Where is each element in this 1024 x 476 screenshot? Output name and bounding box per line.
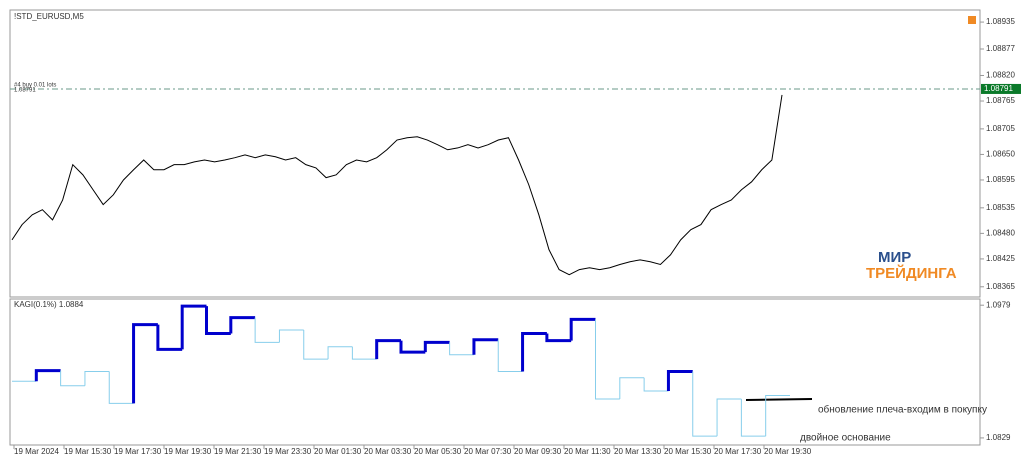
y-tick-label: 1.08935	[986, 17, 1015, 26]
kagi-step	[497, 339, 523, 373]
kagi-step	[740, 398, 766, 437]
y-tick-label: 1.08650	[986, 150, 1015, 159]
trade-icon[interactable]	[968, 16, 976, 24]
kagi-step	[254, 317, 280, 343]
y-tick-label: 1.08705	[986, 124, 1015, 133]
indicator-title: KAGI(0.1%) 1.0884	[14, 300, 84, 309]
kagi-step	[60, 370, 85, 387]
kagi-step	[34, 369, 61, 382]
y-tick-label: 1.08535	[986, 203, 1015, 212]
x-tick-label: 20 Mar 13:30	[614, 447, 662, 456]
x-tick-label: 20 Mar 17:30	[714, 447, 762, 456]
kagi-step	[375, 339, 401, 360]
kagi-step	[399, 340, 426, 354]
trend-line	[745, 398, 813, 401]
x-tick-label: 20 Mar 05:30	[414, 447, 462, 456]
kagi-step	[423, 340, 450, 353]
kagi-step	[472, 338, 499, 355]
x-tick-label: 19 Mar 15:30	[64, 447, 112, 456]
price-tag-label: 1.08791	[984, 84, 1013, 93]
y-tick-label: 1.08595	[986, 175, 1015, 184]
kagi-step	[229, 316, 256, 334]
kagi-step	[351, 346, 377, 360]
order-label: #4 buy 0.01 lots	[14, 83, 56, 89]
x-tick-label: 19 Mar 21:30	[214, 447, 262, 456]
kagi-step	[278, 329, 304, 343]
x-tick-label: 19 Mar 2024	[14, 447, 59, 456]
kagi-step	[716, 398, 742, 437]
kagi-step	[205, 306, 231, 336]
kagi-step	[108, 371, 134, 404]
price-tag	[981, 83, 1021, 94]
watermark: МИР	[878, 249, 911, 266]
kagi-step	[643, 377, 669, 392]
chart-title: !STD_EURUSD,M5	[14, 12, 84, 21]
kagi-step	[132, 323, 158, 404]
kagi-step	[619, 377, 645, 399]
x-tick-label: 20 Mar 15:30	[664, 447, 712, 456]
x-tick-label: 19 Mar 19:30	[164, 447, 212, 456]
x-tick-label: 20 Mar 01:30	[314, 447, 362, 456]
x-tick-label: 19 Mar 17:30	[114, 447, 162, 456]
y-tick-label: 1.08820	[986, 71, 1015, 80]
kagi-step	[765, 394, 790, 437]
y-tick-label: 1.08765	[986, 96, 1015, 105]
x-tick-label: 20 Mar 19:30	[764, 447, 812, 456]
annotation: двойное основание	[800, 433, 891, 444]
kagi-step	[449, 342, 474, 356]
x-tick-label: 20 Mar 11:30	[564, 447, 611, 456]
main-pane	[9, 9, 981, 298]
x-tick-label: 19 Mar 23:30	[264, 447, 312, 456]
y-tick-label: 1.08877	[986, 44, 1015, 53]
y-tick-label: 1.0829	[986, 433, 1011, 442]
kagi-step	[84, 371, 110, 386]
price-line	[11, 94, 783, 276]
x-tick-label: 20 Mar 07:30	[464, 447, 512, 456]
kagi-step	[595, 319, 620, 400]
order-price: 1.08791	[14, 88, 36, 94]
watermark: ТРЕЙДИНГА	[866, 264, 957, 282]
kagi-step	[545, 333, 572, 343]
kagi-step	[180, 304, 207, 350]
y-tick-label: 1.08480	[986, 228, 1015, 237]
x-tick-label: 20 Mar 03:30	[364, 447, 412, 456]
kagi-step	[569, 317, 596, 341]
kagi-step	[666, 370, 693, 392]
indicator-pane	[9, 298, 981, 446]
y-tick-label: 1.08425	[986, 254, 1015, 263]
kagi-step	[327, 346, 353, 360]
kagi-step	[303, 329, 329, 360]
kagi-step	[521, 332, 547, 372]
x-tick-label: 20 Mar 09:30	[514, 447, 562, 456]
kagi-step	[156, 324, 183, 351]
y-tick-label: 1.08365	[986, 282, 1015, 291]
kagi-step	[692, 371, 718, 437]
annotation: обновление плеча-входим в покупку	[818, 404, 987, 416]
y-tick-label: 1.0979	[986, 300, 1011, 309]
